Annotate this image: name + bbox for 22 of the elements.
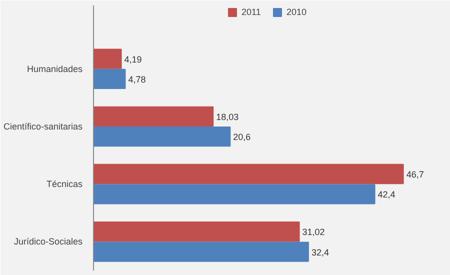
y-tick-label: Científico-sanitarias [3, 121, 83, 132]
data-label: 32,4 [311, 247, 329, 258]
data-label: 18,03 [216, 112, 239, 122]
bar [94, 222, 300, 242]
data-label: 42,4 [378, 190, 396, 200]
bar [94, 68, 126, 90]
data-label: 46,7 [406, 170, 424, 180]
bar [94, 126, 231, 147]
data-label: 31,02 [302, 227, 325, 238]
y-tick-label: Jurídico-Sociales [14, 236, 83, 247]
data-label: 4,78 [128, 74, 146, 84]
data-label: 20,6 [233, 132, 251, 142]
data-label: 4,19 [124, 54, 142, 64]
bar [94, 184, 376, 204]
y-tick-label: Técnicas [46, 179, 83, 190]
legend-label: 2011 [241, 7, 262, 17]
bar [94, 106, 214, 126]
bar [94, 48, 122, 69]
bar [94, 242, 309, 262]
y-tick-label: Humanidades [26, 64, 83, 74]
legend-label: 2010 [286, 7, 307, 17]
bar [94, 164, 404, 184]
